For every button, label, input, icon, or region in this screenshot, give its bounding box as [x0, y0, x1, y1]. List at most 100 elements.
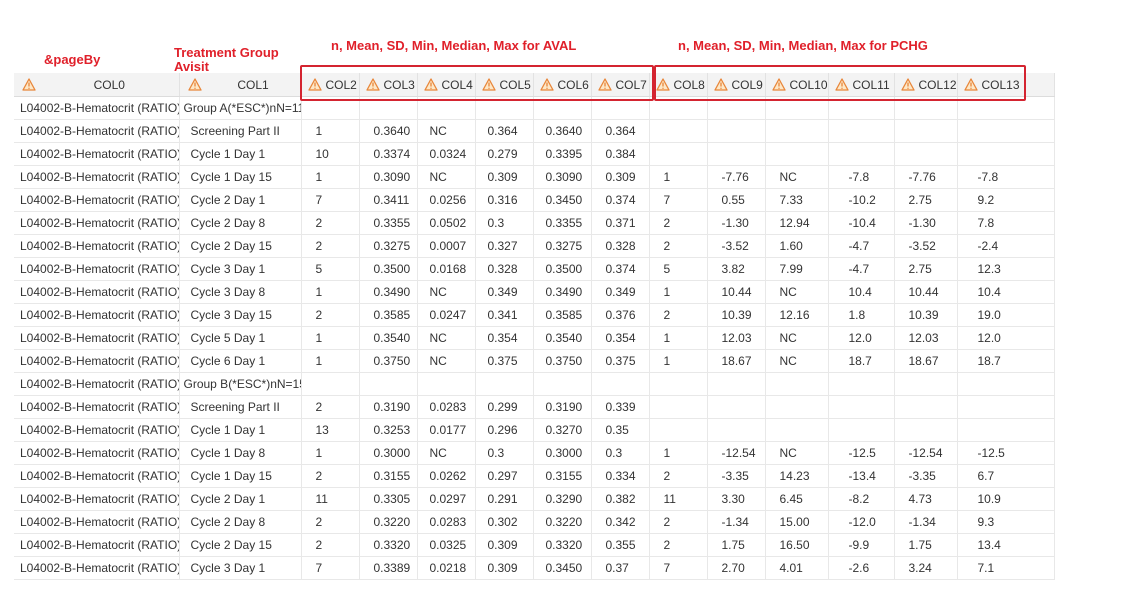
- cell-col8[interactable]: 7: [649, 556, 708, 580]
- cell-col12[interactable]: 12.03: [894, 326, 958, 350]
- cell-col0[interactable]: L04002-B-Hematocrit (RATIO): [14, 556, 180, 580]
- cell-col0[interactable]: L04002-B-Hematocrit (RATIO): [14, 510, 180, 534]
- cell-col4[interactable]: NC: [417, 326, 476, 350]
- cell-col9[interactable]: 18.67: [707, 349, 766, 373]
- cell-col0[interactable]: L04002-B-Hematocrit (RATIO): [14, 280, 180, 304]
- cell-col6[interactable]: 0.3290: [533, 487, 592, 511]
- cell-col3[interactable]: 0.3190: [359, 395, 418, 419]
- cell-col10[interactable]: NC: [765, 441, 829, 465]
- cell-col11[interactable]: [828, 395, 895, 419]
- cell-col4[interactable]: 0.0262: [417, 464, 476, 488]
- cell-col5[interactable]: 0.309: [475, 533, 534, 557]
- cell-col10[interactable]: [765, 142, 829, 166]
- cell-col1[interactable]: Cycle 1 Day 15: [179, 464, 302, 488]
- cell-col9[interactable]: 2.70: [707, 556, 766, 580]
- cell-col7[interactable]: 0.371: [591, 211, 650, 235]
- cell-col0[interactable]: L04002-B-Hematocrit (RATIO): [14, 165, 180, 189]
- cell-col4[interactable]: 0.0325: [417, 533, 476, 557]
- cell-col3[interactable]: 0.3750: [359, 349, 418, 373]
- cell-col2[interactable]: 2: [301, 510, 360, 534]
- cell-col5[interactable]: 0.349: [475, 280, 534, 304]
- table-row[interactable]: L04002-B-Hematocrit (RATIO) Cycle 3 Day 1…: [14, 257, 1055, 281]
- cell-col4[interactable]: 0.0007: [417, 234, 476, 258]
- cell-col13[interactable]: [957, 119, 1055, 143]
- cell-col5[interactable]: 0.316: [475, 188, 534, 212]
- table-row[interactable]: L04002-B-Hematocrit (RATIO) Screening Par…: [14, 119, 1055, 143]
- cell-col8[interactable]: 7: [649, 188, 708, 212]
- cell-col13[interactable]: [957, 96, 1055, 120]
- column-header-col6[interactable]: COL6: [533, 73, 592, 97]
- cell-col7[interactable]: 0.374: [591, 188, 650, 212]
- cell-col4[interactable]: 0.0324: [417, 142, 476, 166]
- cell-col3[interactable]: 0.3155: [359, 464, 418, 488]
- cell-col8[interactable]: 1: [649, 441, 708, 465]
- cell-col9[interactable]: [707, 372, 766, 396]
- cell-col2[interactable]: 11: [301, 487, 360, 511]
- cell-col7[interactable]: 0.349: [591, 280, 650, 304]
- cell-col3[interactable]: 0.3220: [359, 510, 418, 534]
- cell-col4[interactable]: NC: [417, 165, 476, 189]
- cell-col6[interactable]: 0.3500: [533, 257, 592, 281]
- cell-col6[interactable]: 0.3540: [533, 326, 592, 350]
- cell-col6[interactable]: 0.3220: [533, 510, 592, 534]
- cell-col0[interactable]: L04002-B-Hematocrit (RATIO): [14, 487, 180, 511]
- cell-col4[interactable]: 0.0247: [417, 303, 476, 327]
- cell-col13[interactable]: 6.7: [957, 464, 1055, 488]
- cell-col7[interactable]: 0.342: [591, 510, 650, 534]
- cell-col0[interactable]: L04002-B-Hematocrit (RATIO): [14, 211, 180, 235]
- cell-col8[interactable]: 2: [649, 510, 708, 534]
- cell-col5[interactable]: 0.375: [475, 349, 534, 373]
- cell-col7[interactable]: 0.328: [591, 234, 650, 258]
- cell-col6[interactable]: 0.3270: [533, 418, 592, 442]
- cell-col2[interactable]: 1: [301, 165, 360, 189]
- table-row[interactable]: L04002-B-Hematocrit (RATIO) Cycle 5 Day 1…: [14, 326, 1055, 350]
- column-header-col11[interactable]: COL11: [828, 73, 895, 97]
- cell-col12[interactable]: [894, 119, 958, 143]
- cell-col1[interactable]: Group B(*ESC*)nN=15: [179, 372, 302, 396]
- cell-col11[interactable]: [828, 96, 895, 120]
- cell-col10[interactable]: 7.33: [765, 188, 829, 212]
- cell-col6[interactable]: 0.3090: [533, 165, 592, 189]
- cell-col3[interactable]: 0.3389: [359, 556, 418, 580]
- cell-col12[interactable]: [894, 418, 958, 442]
- cell-col11[interactable]: -8.2: [828, 487, 895, 511]
- table-row[interactable]: L04002-B-Hematocrit (RATIO) Cycle 3 Day 8…: [14, 280, 1055, 304]
- cell-col7[interactable]: 0.355: [591, 533, 650, 557]
- cell-col3[interactable]: 0.3320: [359, 533, 418, 557]
- cell-col2[interactable]: 2: [301, 395, 360, 419]
- cell-col7[interactable]: [591, 372, 650, 396]
- cell-col4[interactable]: 0.0177: [417, 418, 476, 442]
- cell-col5[interactable]: 0.302: [475, 510, 534, 534]
- cell-col7[interactable]: 0.384: [591, 142, 650, 166]
- cell-col8[interactable]: 1: [649, 165, 708, 189]
- cell-col10[interactable]: 12.16: [765, 303, 829, 327]
- cell-col11[interactable]: -13.4: [828, 464, 895, 488]
- cell-col3[interactable]: 0.3540: [359, 326, 418, 350]
- cell-col7[interactable]: 0.375: [591, 349, 650, 373]
- cell-col11[interactable]: -12.0: [828, 510, 895, 534]
- cell-col2[interactable]: 1: [301, 349, 360, 373]
- cell-col9[interactable]: [707, 142, 766, 166]
- column-header-col13[interactable]: COL13: [957, 73, 1055, 97]
- cell-col9[interactable]: -1.34: [707, 510, 766, 534]
- cell-col6[interactable]: 0.3320: [533, 533, 592, 557]
- cell-col6[interactable]: 0.3450: [533, 188, 592, 212]
- cell-col5[interactable]: 0.3: [475, 211, 534, 235]
- cell-col4[interactable]: 0.0283: [417, 510, 476, 534]
- cell-col6[interactable]: 0.3275: [533, 234, 592, 258]
- cell-col1[interactable]: Cycle 2 Day 1: [179, 487, 302, 511]
- cell-col4[interactable]: [417, 372, 476, 396]
- cell-col0[interactable]: L04002-B-Hematocrit (RATIO): [14, 119, 180, 143]
- cell-col2[interactable]: 10: [301, 142, 360, 166]
- table-row[interactable]: L04002-B-Hematocrit (RATIO) Cycle 3 Day 1…: [14, 303, 1055, 327]
- cell-col5[interactable]: [475, 372, 534, 396]
- cell-col1[interactable]: Screening Part II: [179, 119, 302, 143]
- cell-col11[interactable]: [828, 119, 895, 143]
- cell-col10[interactable]: [765, 119, 829, 143]
- cell-col3[interactable]: 0.3585: [359, 303, 418, 327]
- cell-col13[interactable]: [957, 142, 1055, 166]
- cell-col5[interactable]: 0.279: [475, 142, 534, 166]
- cell-col12[interactable]: 18.67: [894, 349, 958, 373]
- cell-col2[interactable]: 2: [301, 303, 360, 327]
- table-row[interactable]: L04002-B-Hematocrit (RATIO) Cycle 2 Day 1…: [14, 234, 1055, 258]
